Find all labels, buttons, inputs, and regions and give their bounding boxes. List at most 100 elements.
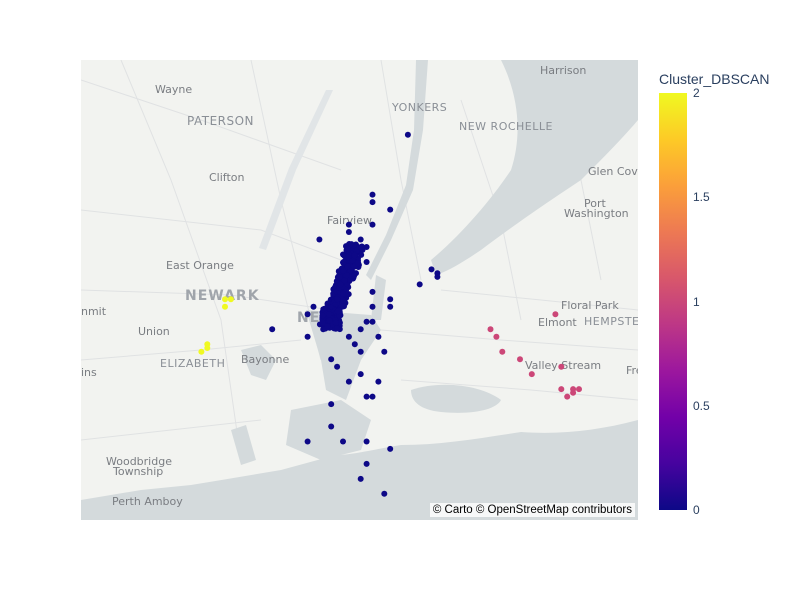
data-point-cluster-0: [369, 303, 376, 310]
newark-bay: [241, 345, 276, 380]
data-point-cluster-1: [558, 363, 565, 370]
place-label-fairview: Fairview: [327, 214, 372, 227]
colorbar-tick-label: 0.5: [693, 398, 710, 413]
data-point-cluster-0: [369, 393, 376, 400]
data-point-cluster-0: [387, 303, 394, 310]
place-label-paterson: PATERSON: [187, 114, 254, 128]
colorbar-title: Cluster_DBSCAN: [659, 71, 770, 87]
data-point-cluster-0: [351, 272, 358, 279]
data-point-cluster-0: [369, 221, 376, 228]
data-point-cluster-0: [387, 206, 394, 213]
passaic-river: [259, 90, 333, 250]
place-label-east-orange: East Orange: [166, 259, 234, 272]
atlantic-ocean: [81, 420, 638, 520]
data-point-cluster-0: [363, 393, 370, 400]
data-point-cluster-0: [358, 245, 365, 252]
data-point-cluster-1: [558, 386, 565, 393]
data-point-cluster-0: [337, 281, 344, 288]
data-point-cluster-0: [428, 266, 435, 273]
hudson-river: [366, 60, 428, 280]
place-label-floral-park: Floral Park: [561, 299, 619, 312]
data-point-cluster-0: [344, 282, 351, 289]
data-point-cluster-0: [328, 401, 335, 408]
jamaica-bay: [411, 384, 501, 413]
place-label-fre: Fre: [626, 364, 638, 377]
data-point-cluster-0: [345, 378, 352, 385]
place-label-elizabeth: ELIZABETH: [160, 357, 225, 370]
data-point-cluster-0: [336, 274, 343, 281]
data-point-cluster-0: [369, 191, 376, 198]
data-point-cluster-0: [355, 260, 361, 267]
place-label-glen-cove: Glen Cove: [588, 165, 638, 178]
place-label-new-rochelle: NEW ROCHELLE: [459, 120, 553, 133]
data-point-cluster-1: [517, 356, 523, 363]
data-point-cluster-0: [344, 263, 351, 270]
place-label-bayonne: Bayonne: [241, 353, 289, 366]
data-point-cluster-2: [222, 303, 228, 310]
data-point-cluster-0: [345, 333, 352, 340]
data-point-cluster-0: [381, 348, 388, 355]
data-point-cluster-0: [351, 252, 358, 259]
place-label-port: Port: [584, 197, 606, 210]
place-label-perth-amboy: Perth Amboy: [112, 495, 183, 508]
data-point-cluster-0: [357, 236, 364, 243]
place-label-nmit: nmit: [81, 305, 107, 318]
map-canvas[interactable]: Harrison Wayne PATERSON YONKERS NEW ROCHELLE…: [81, 60, 638, 520]
map-attribution[interactable]: © Carto © OpenStreetMap contributors: [429, 503, 635, 517]
data-point-cluster-0: [304, 333, 311, 340]
data-point-cluster-0: [375, 333, 382, 340]
data-point-cluster-0: [340, 290, 347, 297]
data-point-cluster-0: [332, 319, 339, 326]
colorbar-tick-label: 0: [693, 503, 700, 517]
data-point-cluster-0: [404, 131, 411, 138]
place-label-newark: NEWARK: [185, 288, 260, 304]
data-point-cluster-0: [341, 277, 348, 284]
data-point-cluster-0: [326, 317, 333, 324]
map-view[interactable]: Harrison Wayne PATERSON YONKERS NEW ROCHELLE…: [81, 60, 638, 520]
place-label-woodbridge: Woodbridge: [106, 455, 172, 468]
data-point-cluster-0: [369, 288, 376, 295]
data-point-cluster-0: [357, 326, 364, 333]
data-point-cluster-0: [416, 281, 423, 288]
colorbar-tick-label: 1.5: [693, 190, 710, 205]
data-point-cluster-0: [324, 323, 331, 330]
place-label-washington: Washington: [564, 207, 629, 220]
data-point-cluster-0: [387, 296, 394, 303]
place-label-union: Union: [138, 325, 170, 338]
colorbar-tick-label: 1: [693, 294, 700, 309]
data-point-cluster-0: [340, 267, 347, 274]
place-label-harrison: Harrison: [540, 64, 586, 77]
data-point-cluster-0: [328, 356, 335, 363]
place-label-elmont: Elmont: [538, 316, 577, 329]
data-point-cluster-1: [570, 389, 577, 396]
lower-bay: [286, 400, 371, 460]
data-point-cluster-0: [340, 438, 346, 445]
place-label-ins: ins: [81, 366, 97, 379]
place-label-clifton: Clifton: [209, 171, 245, 184]
data-point-cluster-0: [344, 245, 351, 252]
data-point-cluster-0: [316, 236, 323, 243]
data-point-cluster-0: [375, 378, 382, 385]
data-point-cluster-0: [319, 312, 326, 319]
place-label-township: Township: [112, 465, 163, 478]
place-label-wayne: Wayne: [155, 83, 192, 96]
data-point-cluster-0: [334, 296, 341, 303]
data-point-cluster-0: [319, 319, 326, 326]
data-point-cluster-2: [222, 296, 228, 303]
data-point-cluster-0: [363, 259, 370, 265]
data-point-cluster-0: [369, 318, 376, 325]
data-point-cluster-0: [304, 311, 311, 318]
data-point-cluster-0: [357, 348, 364, 355]
data-point-cluster-0: [357, 475, 364, 482]
data-point-cluster-0: [381, 490, 388, 497]
data-point-cluster-1: [564, 393, 571, 400]
data-point-cluster-0: [310, 303, 317, 310]
data-point-cluster-0: [344, 254, 351, 261]
data-point-cluster-2: [227, 296, 234, 303]
data-point-cluster-0: [326, 311, 332, 318]
data-point-cluster-0: [334, 325, 341, 332]
data-point-cluster-0: [340, 297, 346, 304]
data-point-cluster-0: [363, 460, 370, 467]
data-point-cluster-1: [493, 333, 500, 340]
scatter-points: [198, 131, 582, 497]
